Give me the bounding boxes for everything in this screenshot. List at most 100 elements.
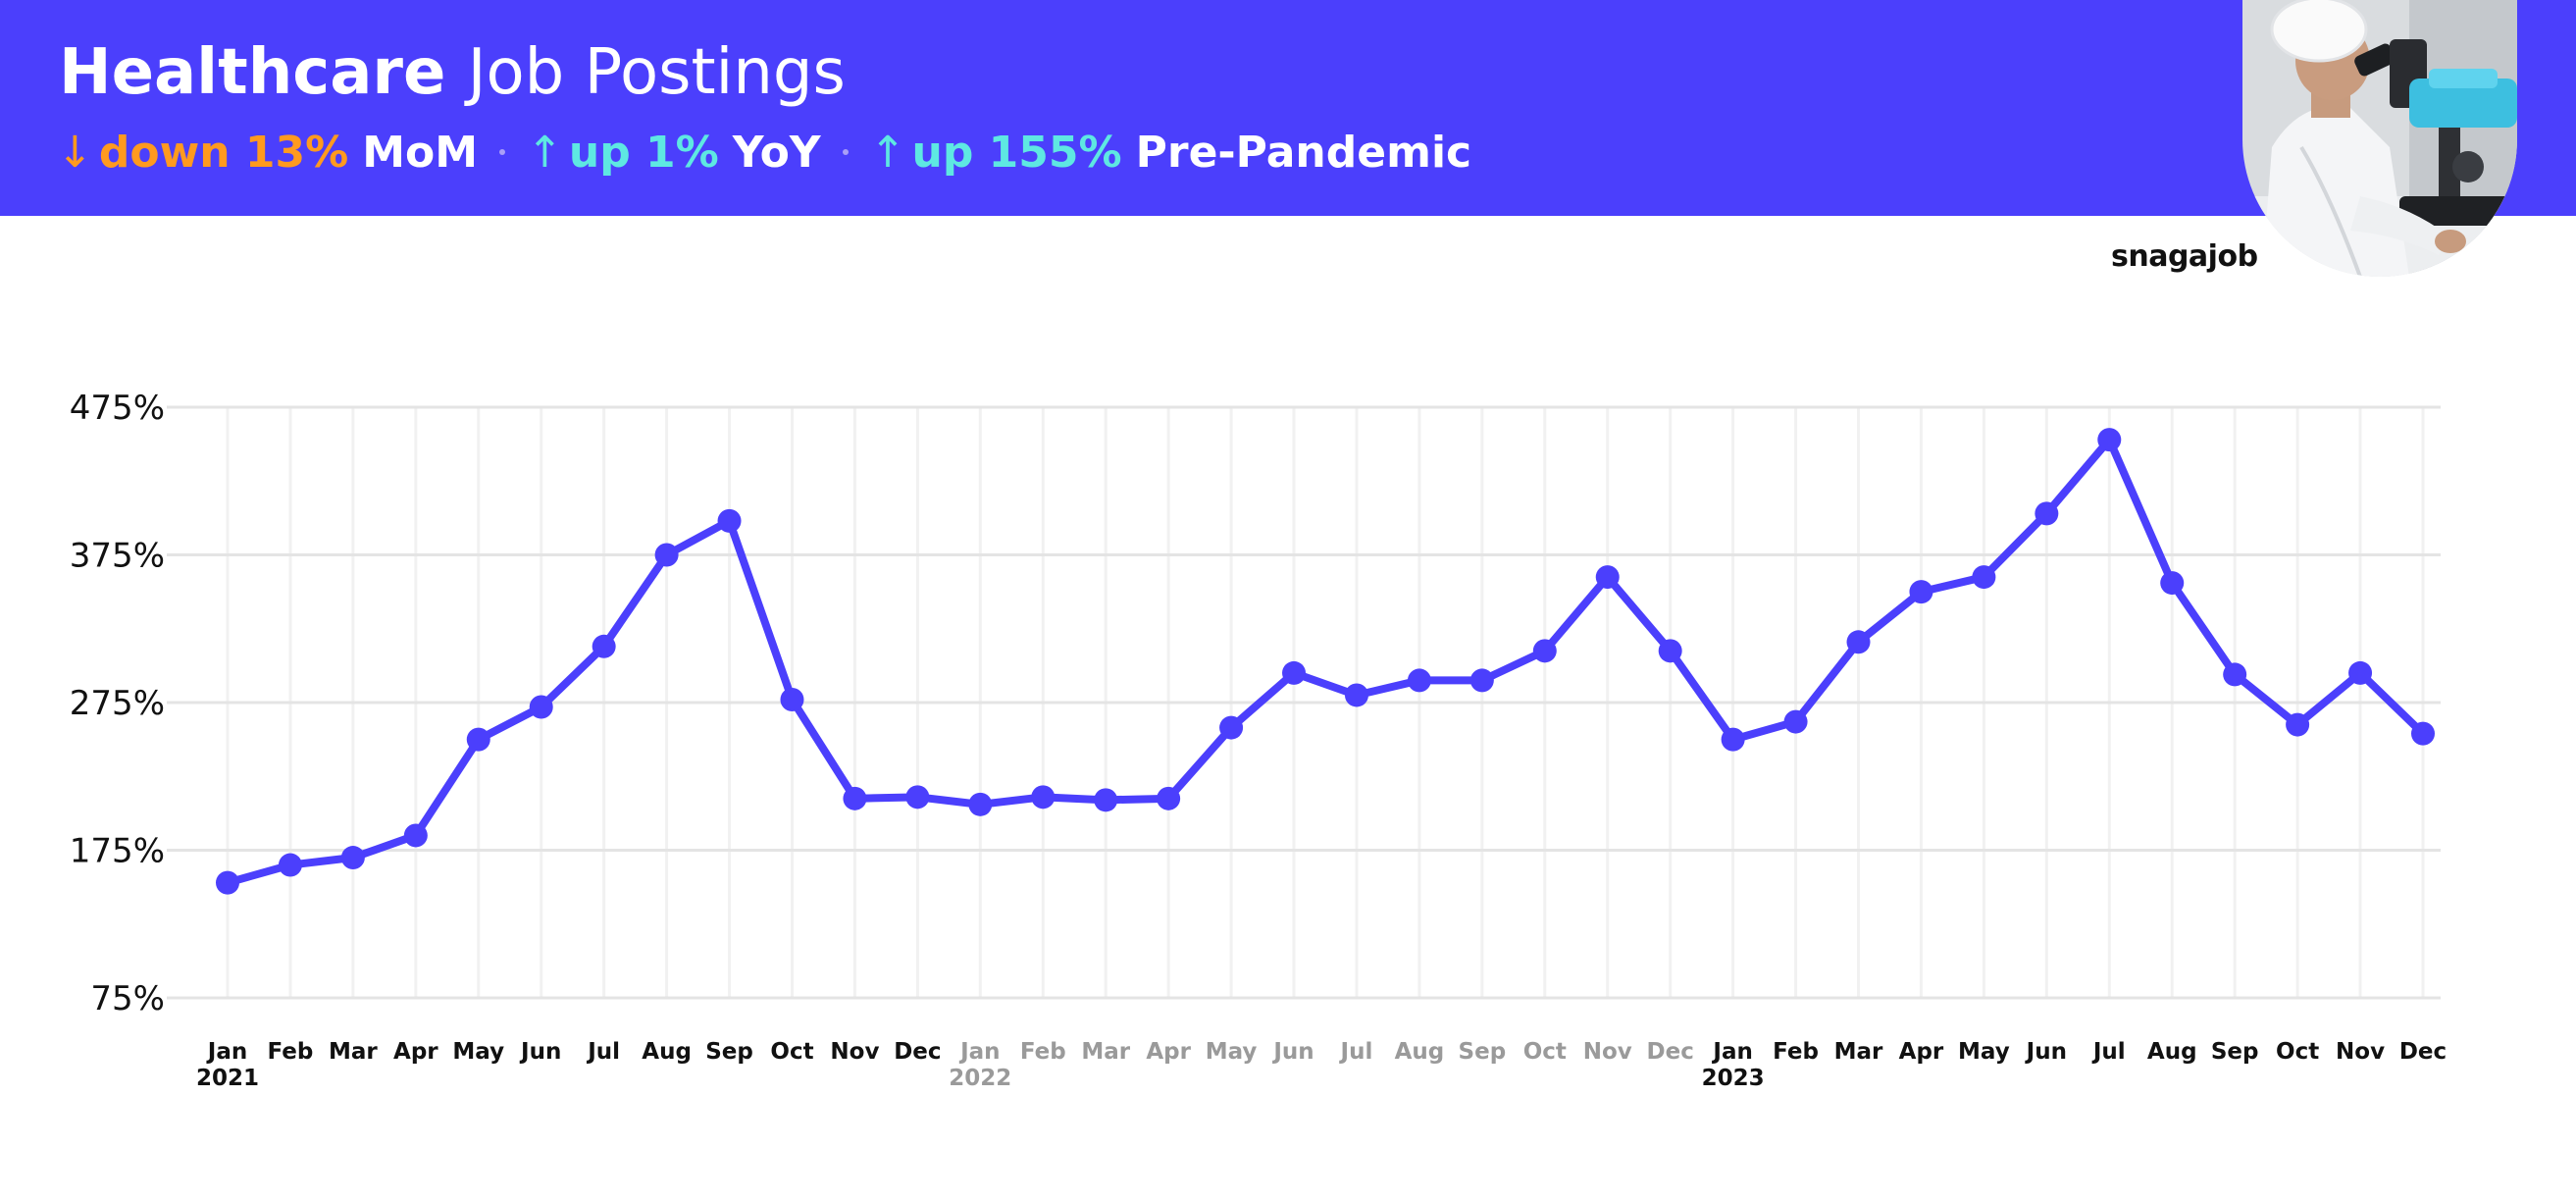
data-point — [1532, 639, 1557, 663]
data-point — [278, 853, 302, 877]
x-tick-label: May — [1958, 1039, 2010, 1065]
x-tick-label: Oct — [1523, 1039, 1567, 1065]
data-point — [1469, 668, 1494, 693]
page-title: Healthcare Job Postings — [59, 33, 846, 112]
x-tick-label: Feb — [1773, 1039, 1819, 1065]
x-tick-label: Mar — [1081, 1039, 1130, 1065]
x-tick-label: Apr — [1146, 1039, 1191, 1065]
x-tick-label: May — [452, 1039, 504, 1065]
stat-prepandemic: ↑ up 155% Pre-Pandemic — [870, 128, 1471, 178]
x-tick-label: Jun — [1271, 1039, 1314, 1065]
data-point — [654, 543, 679, 567]
data-point — [2035, 501, 2059, 526]
stat-prepandemic-value: up 155% — [911, 127, 1122, 178]
x-tick-label: Dec — [894, 1039, 941, 1065]
stat-yoy-label: YoY — [732, 127, 821, 178]
x-tick-label: Sep — [705, 1039, 753, 1065]
x-tick-label: Mar — [1834, 1039, 1883, 1065]
snagajob-logo: snagajob — [2111, 239, 2258, 274]
data-point — [1721, 727, 1745, 752]
data-point — [1972, 565, 1996, 590]
lab-scientist-photo — [2242, 0, 2517, 277]
x-tick-label: Aug — [642, 1039, 692, 1065]
arrow-up-icon: ↑ — [869, 127, 906, 178]
data-point — [2223, 662, 2247, 687]
title-category: Healthcare — [59, 36, 446, 109]
x-tick-label: Feb — [1020, 1039, 1066, 1065]
x-tick-label: Jul — [2091, 1039, 2126, 1065]
x-tick-label: Oct — [770, 1039, 813, 1065]
title-subject: Job Postings — [467, 36, 846, 109]
data-point — [1219, 715, 1244, 740]
data-point — [1846, 630, 1871, 654]
data-point — [529, 695, 553, 719]
separator-dot — [842, 149, 849, 155]
x-tick-label: Sep — [2211, 1039, 2259, 1065]
data-point — [843, 786, 867, 810]
y-tick-label: 75% — [90, 979, 165, 1018]
x-tick-label: Nov — [830, 1039, 879, 1065]
y-tick-label: 175% — [70, 832, 165, 871]
y-tick-label: 275% — [70, 684, 165, 723]
microscope-photo-illustration — [2242, 0, 2517, 277]
data-point — [2097, 428, 2122, 452]
stat-yoy: ↑ up 1% YoY — [527, 128, 821, 178]
x-year-label: 2023 — [1702, 1066, 1765, 1091]
x-tick-label: Dec — [1647, 1039, 1694, 1065]
x-tick-label: Aug — [2147, 1039, 2197, 1065]
stat-mom: ↓ down 13% MoM — [57, 128, 478, 178]
data-point — [2348, 660, 2373, 685]
data-point — [1783, 709, 1808, 734]
stat-prepandemic-label: Pre-Pandemic — [1135, 127, 1472, 178]
x-tick-label: Oct — [2276, 1039, 2319, 1065]
data-point — [403, 823, 428, 848]
stat-mom-value: down 13% — [98, 127, 349, 178]
x-tick-label: Apr — [393, 1039, 438, 1065]
x-tick-label: Feb — [268, 1039, 314, 1065]
data-point — [592, 634, 616, 658]
y-tick-label: 475% — [70, 389, 165, 428]
x-tick-label: Nov — [1583, 1039, 1632, 1065]
separator-dot — [499, 149, 506, 155]
x-tick-label: Sep — [1459, 1039, 1507, 1065]
x-tick-label: Jul — [586, 1039, 620, 1065]
x-tick-label: Dec — [2399, 1039, 2447, 1065]
data-point — [1909, 580, 1933, 604]
data-point — [968, 792, 993, 816]
x-tick-label: Jan — [206, 1039, 247, 1065]
data-point — [1094, 788, 1118, 812]
data-point — [1344, 683, 1368, 707]
data-point — [1658, 639, 1682, 663]
stat-mom-label: MoM — [362, 127, 479, 178]
x-year-label: 2021 — [196, 1066, 259, 1091]
stat-yoy-value: up 1% — [568, 127, 719, 178]
x-tick-label: Nov — [2336, 1039, 2385, 1065]
data-point — [2411, 721, 2435, 746]
data-point — [2160, 571, 2185, 596]
data-point — [905, 785, 930, 809]
data-point — [340, 846, 365, 870]
arrow-down-icon: ↓ — [57, 127, 93, 178]
data-point — [1407, 668, 1431, 693]
data-point — [1595, 565, 1620, 590]
data-point — [1157, 786, 1181, 810]
data-point — [1031, 785, 1056, 809]
header-banner: Healthcare Job Postings ↓ down 13% MoM ↑… — [0, 0, 2576, 216]
arrow-up-icon: ↑ — [527, 127, 563, 178]
x-tick-label: Jul — [1339, 1039, 1373, 1065]
x-tick-label: May — [1206, 1039, 1258, 1065]
y-tick-label: 375% — [70, 537, 165, 576]
data-point — [216, 870, 239, 895]
data-point — [717, 508, 742, 533]
series-line — [224, 436, 2427, 887]
x-tick-label: Jun — [2025, 1039, 2067, 1065]
data-point — [1282, 660, 1307, 685]
x-tick-label: Jan — [1711, 1039, 1752, 1065]
x-tick-label: Aug — [1395, 1039, 1445, 1065]
data-point — [466, 727, 490, 752]
data-point — [2286, 712, 2310, 737]
x-tick-label: Jun — [519, 1039, 561, 1065]
data-point — [780, 687, 804, 711]
stats-row: ↓ down 13% MoM ↑ up 1% YoY ↑ up 155% Pre… — [57, 118, 1471, 186]
